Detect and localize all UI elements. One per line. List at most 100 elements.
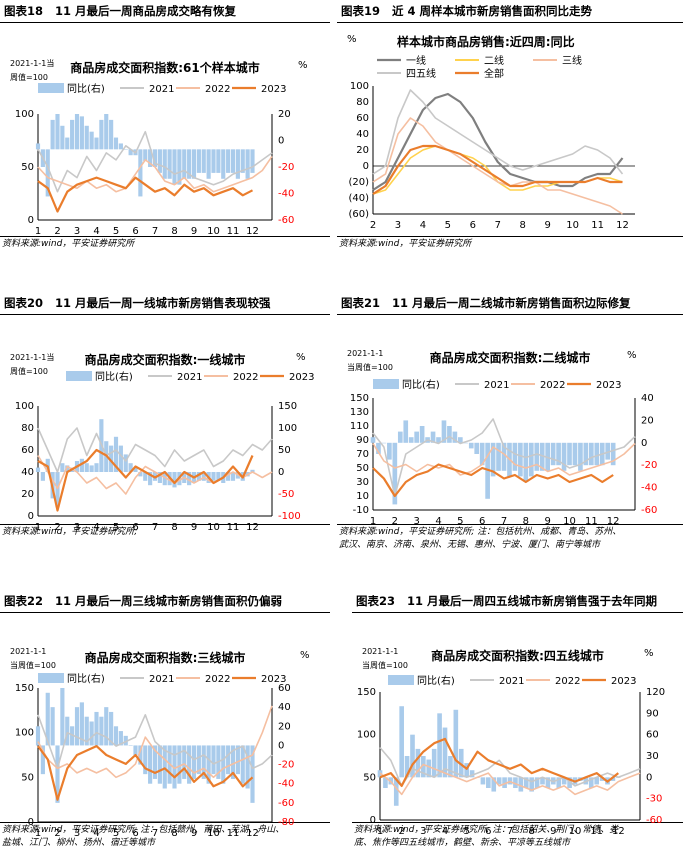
y-tick-label: (20) [348,177,369,188]
bar-mark [556,777,562,788]
chart-title: 商品房成交面积指数:一线城市 [85,352,246,367]
unit-label: % [627,350,637,361]
bar-mark [50,119,55,150]
legend-label: 2023 [289,372,314,383]
y2-tick-label: 0 [646,772,652,783]
bar-mark [177,745,182,784]
x-tick-label: 4 [93,522,99,533]
x-tick-label: 5 [463,826,469,837]
bar-mark [196,472,201,481]
bar-mark [148,472,153,486]
bar-mark [206,149,211,179]
x-tick-label: 11 [591,220,604,231]
legend-label: 2023 [611,676,636,687]
x-tick-label: 7 [152,828,158,839]
bar-mark [55,745,60,803]
bar-mark [572,442,578,466]
x-tick-label: 12 [246,522,259,533]
bar-mark [491,777,497,792]
bar-mark [55,114,60,150]
series-line-全部 [372,144,623,195]
bar-mark [138,149,143,197]
series-line-三线 [372,117,623,215]
bar-mark [610,777,616,781]
x-tick-label: 7 [507,826,513,837]
bar-mark [211,745,216,775]
source-line: 资料来源:wind，平安证券研究所; 注：包括韶关、荆门、常德、娄 [354,825,619,835]
y-tick-label: 130 [350,407,369,418]
figure-title: 11 月最后一周四五线城市新房销售强于去年同期 [407,594,658,608]
bar-mark [113,726,119,746]
series-line-一线 [372,92,624,191]
y2-tick-label: 20 [641,415,654,426]
chart-title: 商品房成交面积指数:四五线城市 [431,648,604,663]
series-line-2022 [372,442,636,476]
bar-mark [539,442,545,471]
base-note: 2021-1-1 [10,647,46,656]
legend-label: 2021 [177,372,202,383]
bar-mark [376,442,381,454]
series-line-2021 [379,746,641,787]
x-tick-label: 3 [420,826,426,837]
bar-mark [463,442,469,444]
y2-tick-label: 0 [278,467,284,478]
y2-tick-label: 100 [278,423,297,434]
unit-label: % [644,648,654,659]
bar-mark [437,713,442,778]
legend-label: 2022 [233,372,258,383]
bar-mark [245,745,250,789]
bar-mark [250,745,255,803]
x-tick-label: 2 [54,522,60,533]
bar-mark [177,149,182,185]
bar-mark [70,726,75,746]
source-note: 资料来源:wind，平安证券研究所; [0,524,330,539]
bar-mark [399,706,404,778]
bar-mark [35,467,41,472]
legend-label: 全部 [484,67,504,80]
legend-label: 二线 [484,54,504,67]
y2-tick-label: -20 [278,162,294,173]
legend-label: 2023 [261,84,286,95]
figure-title: 11 月最后一周商品房成交略有恢复 [55,4,237,18]
x-tick-label: 4 [420,220,426,231]
bar-mark [468,442,474,449]
y2-tick-label: 30 [646,751,659,762]
bar-mark [408,437,414,443]
series-line-2023 [372,463,614,498]
bar-mark [45,149,50,197]
bar-mark [419,426,425,443]
bar-mark [40,472,45,481]
x-tick-label: 8 [171,828,177,839]
x-tick-label: 8 [528,826,534,837]
x-tick-label: 7 [152,522,158,533]
y-tick-label: 150 [350,393,369,404]
bar-mark [109,711,114,746]
bar-mark [512,442,518,471]
source-line: 底、焦作等四五线城市，鹤壁、新余、平凉等五线城市 [354,838,571,848]
bar-mark [594,442,600,466]
figure-number: 图表18 [4,4,44,18]
x-tick-label: 3 [74,828,80,839]
x-tick-label: 9 [191,226,197,237]
bar-mark [74,114,80,150]
bar-mark [60,463,65,472]
source-line: 盐城、江门、柳州、扬州、宿迁等城市 [2,838,156,848]
series-line-2022 [37,705,273,779]
x-tick-label: 2 [54,828,60,839]
bar-mark [99,716,104,746]
legend-swatch-bar [373,379,399,389]
legend-label: 2022 [205,674,230,685]
bar-mark [496,442,501,471]
y-tick-label: (60) [348,209,369,220]
series-line-2021 [37,130,273,193]
x-tick-label: 4 [93,226,99,237]
legend-label: 2021 [149,84,174,95]
x-tick-label: 6 [470,220,476,231]
panel-title-bar: 图表22 11 月最后一周三线城市新房销售面积仍偏弱 [0,590,330,613]
bar-mark [496,777,502,785]
bar-mark [162,149,167,179]
y2-tick-label: 0 [278,740,284,751]
x-tick-label: 1 [35,522,41,533]
panel-22: 图表22 11 月最后一周三线城市新房销售面积仍偏弱 资料来源:wind，平安证券研… [0,590,330,859]
